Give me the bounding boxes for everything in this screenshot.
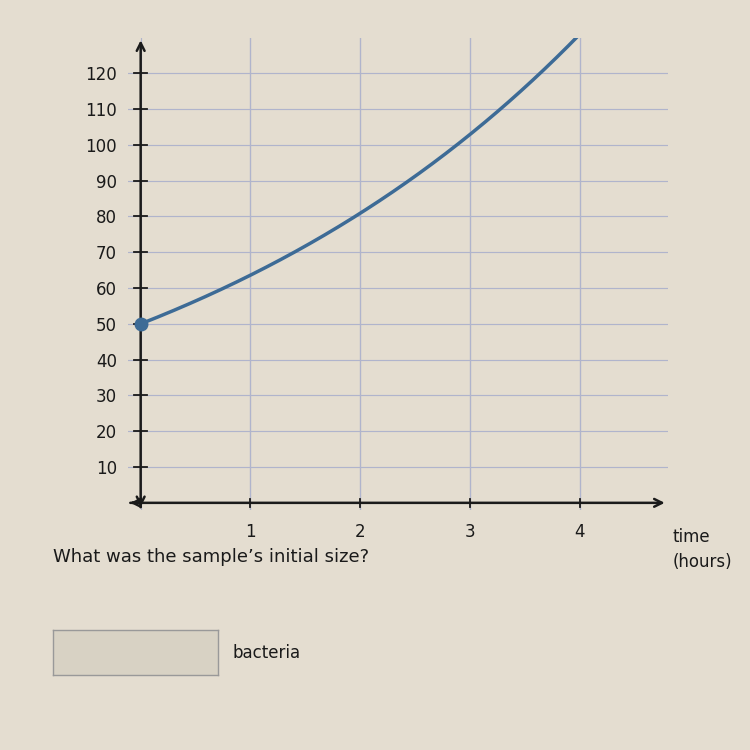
- Text: time: time: [673, 528, 710, 546]
- Text: bacteria: bacteria: [232, 644, 301, 662]
- Text: What was the sample’s initial size?: What was the sample’s initial size?: [53, 548, 369, 566]
- Text: (hours): (hours): [673, 553, 733, 571]
